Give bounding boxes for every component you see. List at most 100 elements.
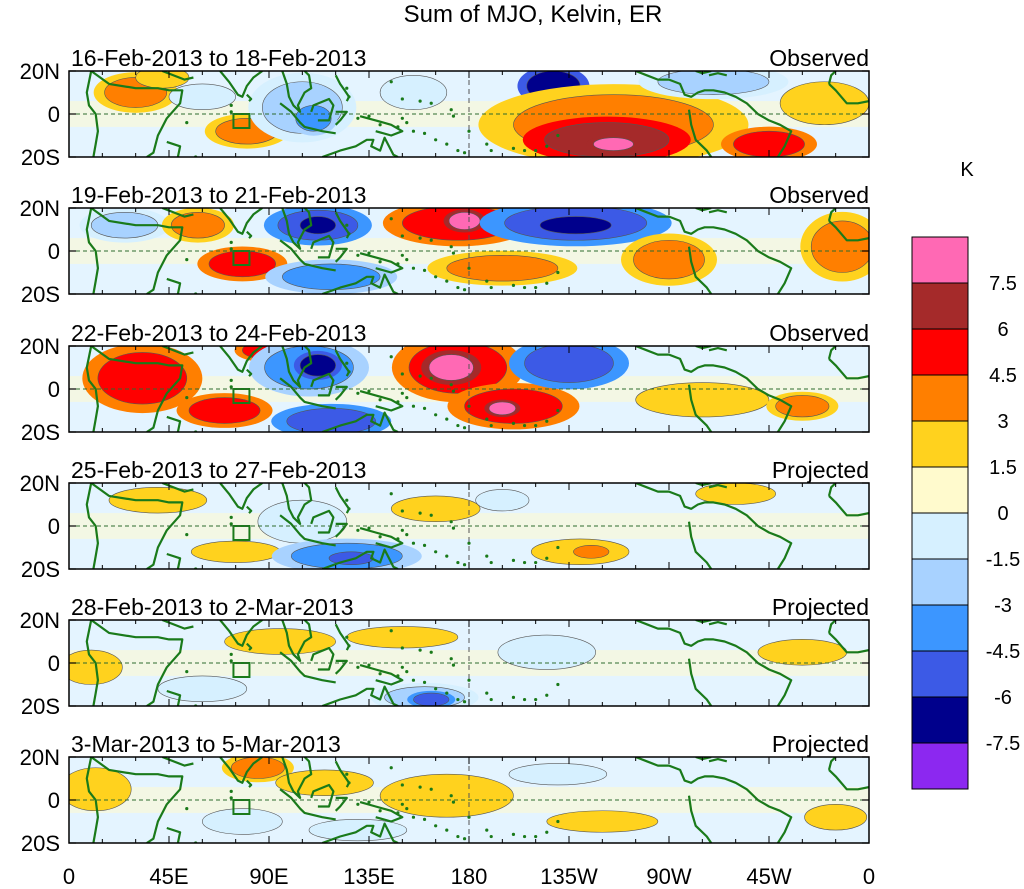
panel-period: 25-Feb-2013 to 27-Feb-2013 <box>71 457 366 483</box>
coastline <box>161 71 194 81</box>
island-dot <box>229 652 233 657</box>
island-dot <box>522 423 527 428</box>
y-tick-label: 20S <box>21 831 60 856</box>
island-dot <box>396 674 400 678</box>
coastline <box>321 273 399 294</box>
island-dot <box>556 819 560 824</box>
anomaly-field <box>69 346 869 432</box>
island-dot <box>185 807 189 811</box>
anomaly-contour <box>757 639 848 666</box>
panels-group: 20N 0 20S 16-Feb-2013 to 18-Feb-2013 Observe… <box>20 45 870 856</box>
coastline <box>334 659 348 675</box>
island-dot <box>451 800 456 804</box>
coastline <box>334 110 348 126</box>
y-tick-label: 20S <box>21 145 60 170</box>
x-tick-label: 135W <box>540 864 598 889</box>
island-dot <box>449 657 453 661</box>
coastline <box>90 620 184 706</box>
island-dot <box>367 800 371 804</box>
panel-3: 20N 0 20S 22-Feb-2013 to 24-Feb-2013 Observe… <box>20 320 870 445</box>
panel-status: Observed <box>769 320 869 346</box>
anomaly-contour <box>546 810 659 833</box>
island-dot <box>462 151 467 155</box>
island-dot <box>367 251 371 255</box>
anomaly-contour <box>775 395 830 418</box>
island-dot <box>396 400 400 404</box>
island-dot <box>367 114 371 118</box>
island-dot <box>378 535 382 539</box>
island-dot <box>434 550 438 554</box>
coastline <box>279 788 336 821</box>
island-dot <box>345 498 349 502</box>
coastline <box>708 347 728 352</box>
coastline <box>687 795 713 843</box>
coastline <box>827 483 837 497</box>
x-tick-label: 135E <box>343 864 394 889</box>
x-tick-label: 180 <box>451 864 488 889</box>
island-dot <box>190 295 193 298</box>
coastline <box>246 779 253 788</box>
island-dot <box>347 644 351 648</box>
colorbar-swatch <box>911 236 969 284</box>
island-dot <box>467 129 471 133</box>
panel-1: 20N 0 20S 16-Feb-2013 to 18-Feb-2013 Observe… <box>20 45 870 170</box>
island-dot <box>378 809 382 813</box>
island-dot <box>389 217 393 221</box>
island-dot <box>396 537 400 541</box>
anomaly-contour <box>202 808 283 835</box>
coastline <box>85 757 99 843</box>
island-dot <box>422 680 427 684</box>
coastline <box>635 483 793 569</box>
coastline <box>279 102 336 135</box>
coastline <box>166 277 182 294</box>
coastline <box>90 208 184 294</box>
island-dot <box>467 266 471 270</box>
island-dot <box>400 391 404 395</box>
coastline <box>828 495 869 517</box>
coastline <box>334 385 348 401</box>
coastline <box>635 208 793 294</box>
island-dot <box>511 558 516 563</box>
island-dot <box>456 285 460 290</box>
island-dot <box>229 659 233 663</box>
island-dot <box>434 687 438 691</box>
x-tick-label: 90E <box>249 864 288 889</box>
island-dot <box>405 670 409 674</box>
panel-status: Observed <box>769 182 869 208</box>
coastline <box>635 620 793 706</box>
island-dot <box>229 247 233 251</box>
island-dot <box>556 545 560 550</box>
coastline <box>310 97 335 122</box>
island-dot <box>190 158 193 161</box>
coastline <box>281 71 313 113</box>
island-dot <box>356 802 360 806</box>
island-dot <box>456 697 460 702</box>
island-dot <box>345 772 349 776</box>
y-tick-label: 0 <box>48 788 60 813</box>
coastline <box>166 552 182 569</box>
island-dot <box>400 528 404 532</box>
coastline <box>90 757 184 843</box>
island-dot <box>449 245 453 249</box>
coastline <box>827 71 837 85</box>
panel-status: Projected <box>772 457 869 483</box>
coastline <box>161 208 194 218</box>
coastline <box>334 623 351 651</box>
island-dot <box>411 404 416 408</box>
island-dot <box>489 697 493 702</box>
y-tick-label: 20S <box>21 282 60 307</box>
island-dot <box>449 520 453 524</box>
island-dot <box>418 374 422 378</box>
y-tick-label: 20N <box>20 608 60 633</box>
coastline <box>310 783 335 808</box>
island-dot <box>185 533 189 537</box>
colorbar-label: 3 <box>997 411 1008 433</box>
coastline <box>246 505 253 514</box>
y-tick-label: 0 <box>48 377 60 402</box>
island-dot <box>356 116 360 120</box>
island-dot <box>400 509 404 513</box>
anomaly-contour <box>224 628 336 655</box>
coastline <box>321 822 399 843</box>
coastline <box>279 377 336 410</box>
island-dot <box>545 830 549 834</box>
